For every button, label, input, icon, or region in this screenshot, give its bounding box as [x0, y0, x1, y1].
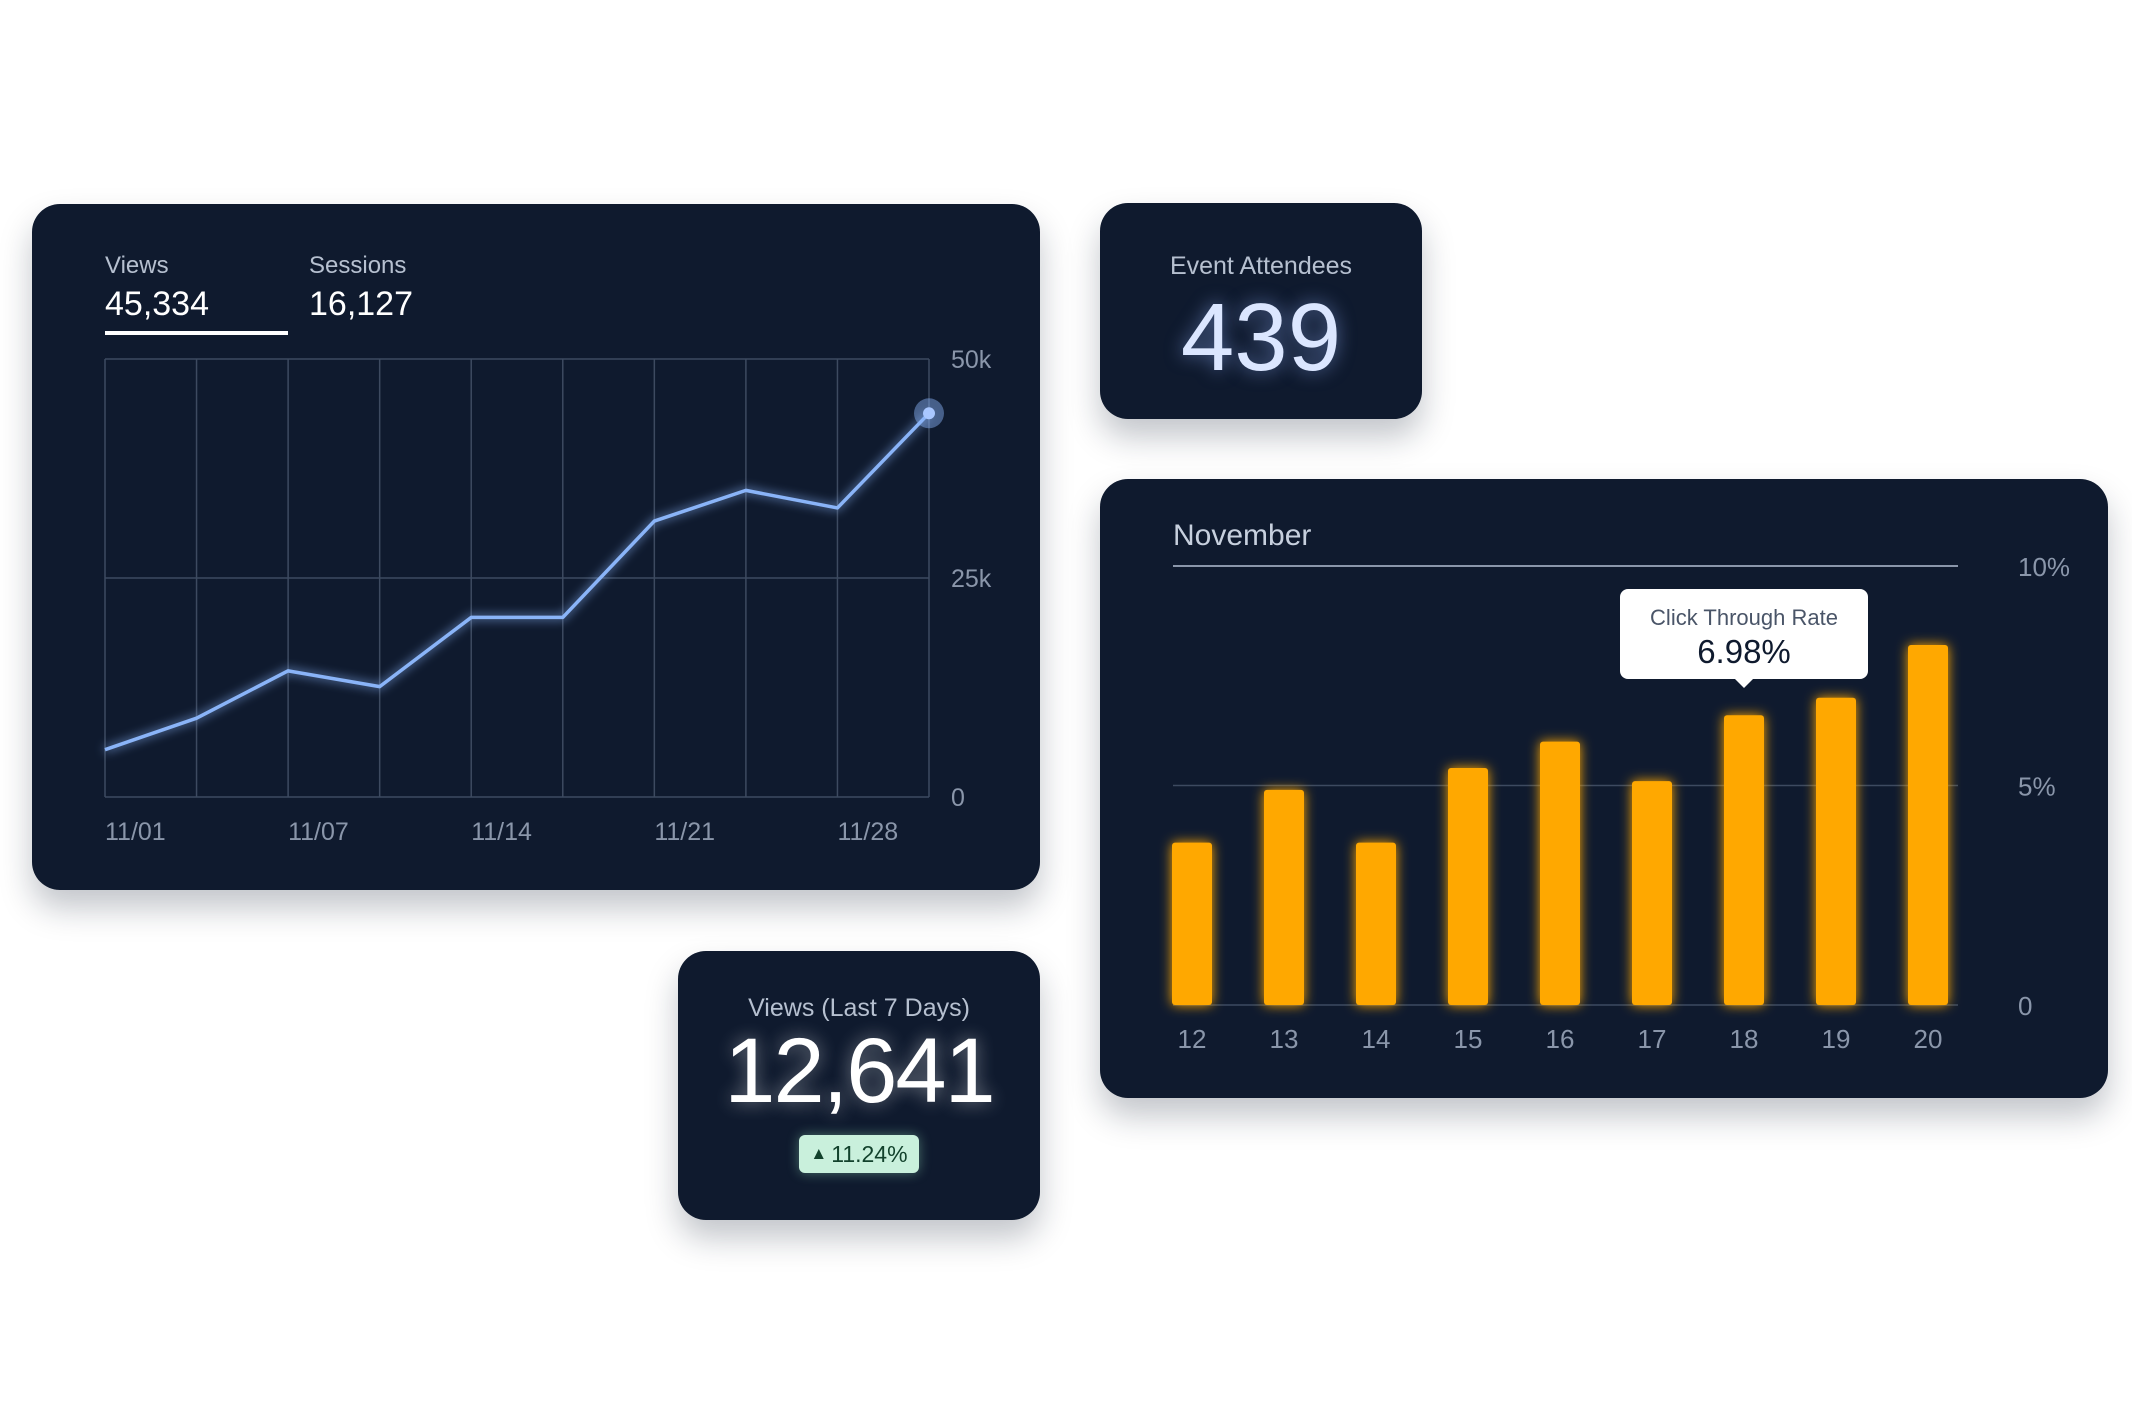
tooltip-value: 6.98%: [1697, 633, 1791, 670]
bar-14: [1356, 842, 1396, 1005]
tab-views-label: Views: [105, 252, 169, 279]
views-last-7-days-card: Views (Last 7 Days) 12,641 ▲ 11.24%: [678, 951, 1040, 1220]
x-tick-label: 15: [1454, 1024, 1483, 1054]
bar-17: [1632, 781, 1672, 1005]
x-tick-label: 11/21: [654, 818, 715, 846]
ctr-bar-chart: 0 5% 10% 12 13 14 15 16 17 18 19 20: [1172, 552, 2070, 1054]
views-last-7-days-label: Views (Last 7 Days): [748, 994, 970, 1022]
x-tick-label: 19: [1822, 1024, 1851, 1054]
tab-sessions-value: 16,127: [309, 285, 413, 323]
x-tick-label: 18: [1730, 1024, 1759, 1054]
bar-18: [1724, 715, 1764, 1005]
ctr-tooltip: Click Through Rate 6.98%: [1620, 589, 1868, 688]
active-tab-underline: [105, 331, 288, 335]
y-tick-label: 50k: [951, 346, 992, 374]
x-tick-label: 20: [1914, 1024, 1943, 1054]
bar-20: [1908, 645, 1948, 1005]
y-tick-label: 0: [2018, 991, 2032, 1021]
change-value: 11.24%: [831, 1140, 908, 1167]
bar-15: [1448, 767, 1488, 1005]
bar-chart-title: November: [1173, 519, 1312, 552]
bar-19: [1816, 697, 1856, 1005]
x-tick-label: 11/07: [288, 818, 349, 846]
highlight-point: [923, 407, 935, 420]
y-tick-label: 25k: [951, 565, 992, 593]
x-tick-label: 12: [1178, 1024, 1207, 1054]
views-line-chart: 0 25k 50k 11/01 11/07 11/14 11/21 11/28: [104, 346, 992, 846]
event-attendees-value: 439: [1180, 284, 1342, 391]
tab-views-value: 45,334: [105, 285, 209, 323]
tooltip-label: Click Through Rate: [1650, 605, 1838, 630]
x-tick-label: 11/01: [105, 818, 166, 846]
tab-views[interactable]: Views 45,334: [105, 252, 209, 324]
y-tick-label: 0: [951, 784, 965, 812]
x-tick-label: 11/28: [837, 818, 898, 846]
views-last-7-days-value: 12,641: [724, 1020, 995, 1122]
y-tick-label: 10%: [2018, 552, 2070, 582]
change-badge: ▲ 11.24%: [799, 1135, 919, 1173]
views-card: Views 45,334 Sessions 16,127 0 25k 50k 11/0…: [32, 204, 1040, 890]
x-tick-label: 17: [1638, 1024, 1667, 1054]
bar-12: [1172, 842, 1212, 1005]
views-series-line: [104, 412, 931, 752]
x-tick-label: 14: [1362, 1024, 1391, 1054]
x-tick-label: 16: [1546, 1024, 1575, 1054]
event-attendees-label: Event Attendees: [1169, 252, 1353, 280]
click-through-rate-card: November 0 5% 10% 12 13 14 15 16 17 18 19 20 Click …: [1100, 479, 2108, 1098]
y-tick-label: 5%: [2018, 772, 2056, 802]
x-tick-label: 11/14: [471, 818, 532, 846]
tab-sessions-label: Sessions: [309, 252, 407, 279]
trend-up-icon: ▲: [810, 1144, 828, 1163]
tab-sessions[interactable]: Sessions 16,127: [309, 252, 413, 324]
event-attendees-card: Event Attendees 439: [1100, 203, 1422, 419]
bar-16: [1540, 741, 1580, 1005]
x-tick-label: 13: [1270, 1024, 1299, 1054]
bar-13: [1264, 789, 1304, 1005]
